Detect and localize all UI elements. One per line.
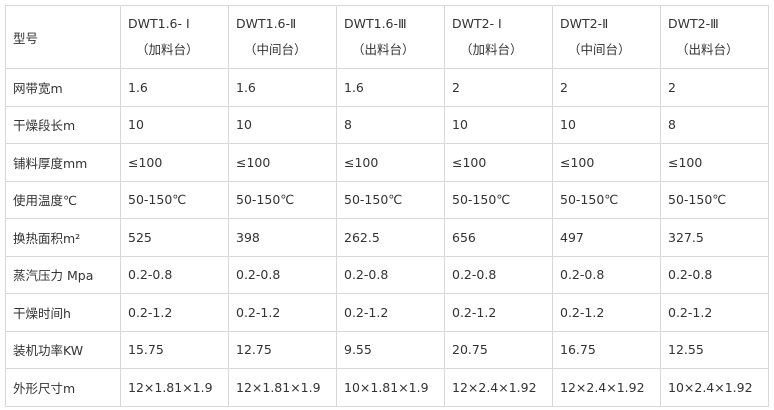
table-row: 网带宽m 1.6 1.6 1.6 2 2 2: [5, 68, 769, 107]
table-cell: 1.6: [228, 68, 337, 107]
table-cell: 12×2.4×1.92: [444, 368, 553, 407]
table-cell: 0.2-1.2: [552, 293, 661, 332]
table-cell: 398: [228, 218, 337, 257]
row-label: 使用温度℃: [5, 180, 121, 219]
header-cell: DWT1.6- Ⅰ （加料台）: [120, 5, 229, 69]
table-cell: 10×1.81×1.9: [336, 368, 445, 407]
table-cell: 0.2-1.2: [660, 293, 769, 332]
table-row: 使用温度℃ 50-150℃ 50-150℃ 50-150℃ 50-150℃ 50-150℃…: [5, 180, 769, 219]
table-cell: 10: [444, 105, 553, 144]
table-cell: 8: [336, 105, 445, 144]
table-cell: 327.5: [660, 218, 769, 257]
table-cell: 16.75: [552, 330, 661, 369]
stage-name: （中间台）: [568, 42, 631, 57]
table-cell: 50-150℃: [444, 180, 553, 219]
table-row: 干燥时间h 0.2-1.2 0.2-1.2 0.2-1.2 0.2-1.2 0.2-1.2…: [5, 293, 769, 332]
table-row: 装机功率KW 15.75 12.75 9.55 20.75 16.75 12.55: [5, 330, 769, 369]
stage-name: （加料台）: [136, 42, 199, 57]
model-name: DWT1.6-Ⅲ: [344, 16, 407, 31]
table-cell: 12×1.81×1.9: [120, 368, 229, 407]
table-body: 型号 DWT1.6- Ⅰ （加料台） DWT1.6-Ⅱ （中间台） DWT1.6-Ⅲ （出料…: [5, 5, 769, 407]
table-cell: 15.75: [120, 330, 229, 369]
model-name: DWT2-Ⅱ: [560, 16, 609, 31]
row-label: 装机功率KW: [5, 330, 121, 369]
table-cell: 0.2-1.2: [336, 293, 445, 332]
table-row: 干燥段长m 10 10 8 10 10 8: [5, 105, 769, 144]
header-row: 型号 DWT1.6- Ⅰ （加料台） DWT1.6-Ⅱ （中间台） DWT1.6-Ⅲ （出料…: [5, 5, 769, 69]
table-cell: 0.2-0.8: [552, 255, 661, 294]
header-cell: DWT1.6-Ⅲ （出料台）: [336, 5, 445, 69]
table-cell: 0.2-1.2: [120, 293, 229, 332]
row-label: 干燥时间h: [5, 293, 121, 332]
table-row: 铺料厚度mm ≤100 ≤100 ≤100 ≤100 ≤100 ≤100: [5, 143, 769, 182]
stage-name: （中间台）: [244, 42, 307, 57]
table-cell: 497: [552, 218, 661, 257]
table-cell: 525: [120, 218, 229, 257]
stage-name: （出料台）: [352, 42, 415, 57]
table-cell: ≤100: [228, 143, 337, 182]
table-cell: ≤100: [336, 143, 445, 182]
table-cell: 10×2.4×1.92: [660, 368, 769, 407]
table-cell: 12.55: [660, 330, 769, 369]
stage-name: （出料台）: [676, 42, 739, 57]
table-cell: 9.55: [336, 330, 445, 369]
table-cell: 50-150℃: [552, 180, 661, 219]
model-name: DWT2-Ⅲ: [668, 16, 719, 31]
row-label: 干燥段长m: [5, 105, 121, 144]
header-cell: DWT2- Ⅰ （加料台）: [444, 5, 553, 69]
table-cell: 0.2-0.8: [444, 255, 553, 294]
table-cell: 10: [552, 105, 661, 144]
table-cell: 2: [552, 68, 661, 107]
model-name: DWT1.6-Ⅱ: [236, 16, 297, 31]
table-cell: 50-150℃: [228, 180, 337, 219]
stage-name: （加料台）: [460, 42, 523, 57]
header-cell: DWT1.6-Ⅱ （中间台）: [228, 5, 337, 69]
table-cell: 10: [120, 105, 229, 144]
table-cell: 1.6: [336, 68, 445, 107]
table-cell: 2: [444, 68, 553, 107]
spec-table: 型号 DWT1.6- Ⅰ （加料台） DWT1.6-Ⅱ （中间台） DWT1.6-Ⅲ （出料…: [5, 5, 769, 407]
header-cell: 型号: [5, 5, 121, 69]
table-row: 蒸汽压力 Mpa 0.2-0.8 0.2-0.8 0.2-0.8 0.2-0.8 0.2-…: [5, 255, 769, 294]
model-name: DWT2- Ⅰ: [452, 16, 502, 31]
table-cell: 8: [660, 105, 769, 144]
row-label: 外形尺寸m: [5, 368, 121, 407]
header-cell: DWT2-Ⅲ （出料台）: [660, 5, 769, 69]
table-cell: ≤100: [120, 143, 229, 182]
header-cell: DWT2-Ⅱ （中间台）: [552, 5, 661, 69]
table-cell: 50-150℃: [120, 180, 229, 219]
table-cell: ≤100: [552, 143, 661, 182]
table-cell: 20.75: [444, 330, 553, 369]
table-cell: 262.5: [336, 218, 445, 257]
row-label: 铺料厚度mm: [5, 143, 121, 182]
model-name: DWT1.6- Ⅰ: [128, 16, 190, 31]
table-row: 换热面积m² 525 398 262.5 656 497 327.5: [5, 218, 769, 257]
table-cell: 0.2-1.2: [228, 293, 337, 332]
table-cell: 50-150℃: [660, 180, 769, 219]
row-label: 换热面积m²: [5, 218, 121, 257]
table-cell: 0.2-1.2: [444, 293, 553, 332]
table-cell: 50-150℃: [336, 180, 445, 219]
table-cell: 1.6: [120, 68, 229, 107]
table-cell: 12.75: [228, 330, 337, 369]
table-cell: 10: [228, 105, 337, 144]
table-cell: 656: [444, 218, 553, 257]
table-cell: 0.2-0.8: [336, 255, 445, 294]
table-cell: ≤100: [444, 143, 553, 182]
table-cell: 12×1.81×1.9: [228, 368, 337, 407]
table-cell: 0.2-0.8: [660, 255, 769, 294]
table-cell: 12×2.4×1.92: [552, 368, 661, 407]
row-label: 蒸汽压力 Mpa: [5, 255, 121, 294]
table-cell: 2: [660, 68, 769, 107]
table-cell: ≤100: [660, 143, 769, 182]
table-row: 外形尺寸m 12×1.81×1.9 12×1.81×1.9 10×1.81×1.9 12…: [5, 368, 769, 407]
table-cell: 0.2-0.8: [228, 255, 337, 294]
table-cell: 0.2-0.8: [120, 255, 229, 294]
row-label: 网带宽m: [5, 68, 121, 107]
